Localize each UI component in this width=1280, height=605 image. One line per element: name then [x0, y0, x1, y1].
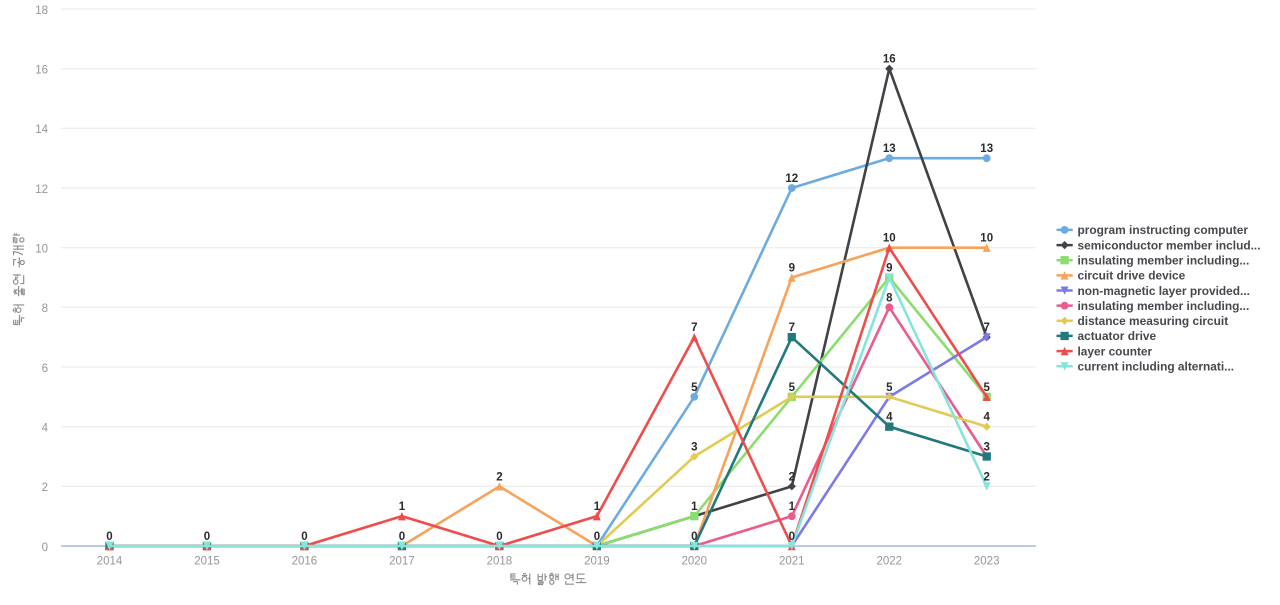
svg-text:2023: 2023 — [974, 556, 1000, 568]
svg-text:0: 0 — [789, 531, 795, 543]
svg-text:0: 0 — [496, 531, 502, 543]
svg-text:10: 10 — [980, 233, 993, 245]
svg-text:5: 5 — [691, 382, 698, 394]
svg-text:2019: 2019 — [584, 556, 610, 568]
svg-text:6: 6 — [42, 363, 48, 375]
svg-text:4: 4 — [886, 412, 893, 424]
svg-text:10: 10 — [883, 233, 896, 245]
svg-text:7: 7 — [983, 322, 989, 334]
svg-text:2021: 2021 — [779, 556, 805, 568]
svg-text:2: 2 — [983, 471, 989, 483]
svg-text:0: 0 — [106, 531, 112, 543]
svg-text:2020: 2020 — [682, 556, 708, 568]
svg-text:2: 2 — [42, 482, 48, 494]
svg-text:0: 0 — [301, 531, 307, 543]
svg-text:2016: 2016 — [292, 556, 318, 568]
svg-text:9: 9 — [886, 263, 892, 275]
svg-text:2: 2 — [789, 471, 795, 483]
svg-text:2014: 2014 — [97, 556, 123, 568]
svg-text:16: 16 — [35, 65, 48, 77]
svg-text:8: 8 — [42, 303, 48, 315]
svg-text:5: 5 — [983, 382, 990, 394]
svg-text:0: 0 — [42, 542, 48, 554]
svg-text:1: 1 — [691, 501, 698, 513]
svg-text:0: 0 — [399, 531, 405, 543]
svg-text:0: 0 — [691, 531, 697, 543]
svg-text:5: 5 — [886, 382, 893, 394]
svg-text:12: 12 — [35, 184, 48, 196]
svg-text:7: 7 — [789, 322, 795, 334]
svg-text:4: 4 — [42, 423, 49, 435]
svg-text:circuit drive device: circuit drive device — [1078, 269, 1186, 283]
svg-text:1: 1 — [399, 501, 406, 513]
svg-text:4: 4 — [983, 412, 990, 424]
svg-text:1: 1 — [594, 501, 601, 513]
svg-text:2018: 2018 — [487, 556, 513, 568]
svg-text:2022: 2022 — [877, 556, 903, 568]
svg-text:program instructing computer: program instructing computer — [1078, 223, 1249, 237]
svg-text:3: 3 — [691, 442, 697, 454]
svg-text:distance measuring circuit: distance measuring circuit — [1078, 314, 1229, 328]
svg-text:insulating member including...: insulating member including... — [1078, 299, 1250, 313]
svg-text:13: 13 — [980, 143, 993, 155]
svg-text:8: 8 — [886, 292, 893, 304]
svg-text:2: 2 — [496, 471, 502, 483]
svg-text:10: 10 — [35, 244, 48, 256]
svg-text:13: 13 — [883, 143, 896, 155]
svg-text:0: 0 — [594, 531, 600, 543]
svg-text:3: 3 — [983, 442, 989, 454]
svg-text:non-magnetic layer provided...: non-magnetic layer provided... — [1078, 284, 1250, 298]
svg-text:18: 18 — [35, 5, 48, 17]
svg-text:9: 9 — [789, 263, 795, 275]
svg-text:5: 5 — [789, 382, 796, 394]
svg-text:insulating member including...: insulating member including... — [1078, 254, 1250, 268]
svg-text:current including alternati...: current including alternati... — [1078, 360, 1235, 374]
svg-text:2017: 2017 — [389, 556, 415, 568]
svg-text:12: 12 — [785, 173, 798, 185]
svg-text:1: 1 — [789, 501, 796, 513]
svg-text:actuator drive: actuator drive — [1078, 329, 1157, 343]
svg-text:semiconductor member includ...: semiconductor member includ... — [1078, 238, 1261, 252]
svg-text:2015: 2015 — [194, 556, 220, 568]
svg-text:layer counter: layer counter — [1078, 344, 1153, 358]
svg-text:16: 16 — [883, 54, 896, 66]
svg-text:7: 7 — [691, 322, 697, 334]
svg-text:0: 0 — [204, 531, 210, 543]
svg-text:14: 14 — [35, 124, 48, 136]
